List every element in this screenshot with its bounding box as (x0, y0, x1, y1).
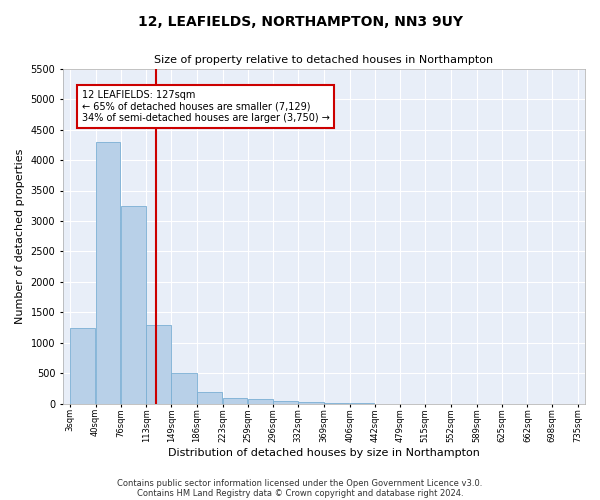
Bar (70, 328, 95, 404)
Bar (121, 206, 146, 404)
Bar (274, 401, 298, 404)
Bar (223, 398, 247, 404)
Bar (248, 400, 273, 404)
Bar (146, 324, 171, 404)
Bar (197, 392, 223, 404)
Title: Size of property relative to detached houses in Northampton: Size of property relative to detached ho… (154, 55, 494, 65)
Bar (96, 142, 121, 404)
Text: Contains HM Land Registry data © Crown copyright and database right 2024.: Contains HM Land Registry data © Crown c… (137, 488, 463, 498)
Bar (298, 402, 324, 404)
Bar (324, 402, 349, 404)
Bar (172, 374, 197, 404)
Y-axis label: Number of detached properties: Number of detached properties (15, 148, 25, 324)
X-axis label: Distribution of detached houses by size in Northampton: Distribution of detached houses by size … (168, 448, 480, 458)
Text: Contains public sector information licensed under the Open Government Licence v3: Contains public sector information licen… (118, 478, 482, 488)
Text: 12 LEAFIELDS: 127sqm
← 65% of detached houses are smaller (7,129)
34% of semi-de: 12 LEAFIELDS: 127sqm ← 65% of detached h… (82, 90, 329, 123)
Text: 12, LEAFIELDS, NORTHAMPTON, NN3 9UY: 12, LEAFIELDS, NORTHAMPTON, NN3 9UY (137, 15, 463, 29)
